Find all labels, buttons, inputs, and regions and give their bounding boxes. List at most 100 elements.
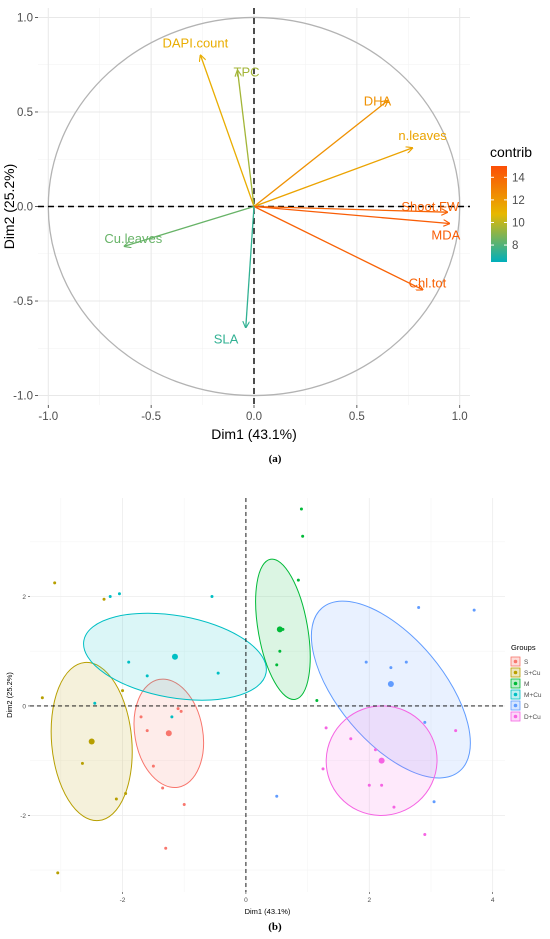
point-m-cu: [108, 595, 112, 598]
point-d-cu: [349, 737, 353, 741]
arrow-tpc: [238, 70, 255, 207]
legend-label-m-cu: M+Cu: [524, 692, 542, 699]
point-s-cu: [80, 761, 84, 765]
variable-label-chl-tot: Chl.tot: [409, 276, 447, 291]
variable-label-dha: DHA: [364, 94, 392, 109]
legend-tick-label: 12: [512, 195, 525, 207]
point-m-cu: [93, 701, 97, 705]
variable-label-cu-leaves: Cu.leaves: [104, 231, 162, 246]
legend-tick-label: 10: [512, 217, 525, 229]
arrow-chl-tot: [253, 205, 423, 290]
arrow-sla: [246, 206, 255, 328]
point-m-cu: [117, 592, 121, 596]
x-tick-label: -2: [120, 897, 126, 904]
y-tick-label: -2: [20, 813, 26, 820]
point-m-cu: [210, 595, 214, 598]
point-d: [389, 666, 393, 670]
x-tick-label: 4: [491, 897, 495, 904]
point-d: [275, 794, 279, 798]
point-s-cu: [56, 871, 60, 875]
point-m-cu: [127, 660, 131, 664]
point-m: [315, 698, 319, 702]
y-tick-label: 1.0: [17, 12, 33, 24]
x-tick-label: 0.5: [349, 411, 365, 423]
point-d: [417, 605, 421, 609]
point-s-cu: [53, 581, 57, 585]
legend-label-m: M: [524, 681, 529, 688]
centroid-s-cu: [88, 738, 95, 745]
point-d-cu: [321, 767, 325, 771]
centroid-s: [165, 730, 172, 737]
point-s: [145, 729, 149, 733]
panel-label-b: (b): [268, 921, 282, 933]
point-s: [139, 715, 143, 719]
point-d-cu: [324, 726, 328, 730]
point-m-cu: [145, 674, 149, 678]
legend-key-dot-m-cu: [513, 692, 518, 697]
y-tick-label: 0: [22, 703, 26, 710]
pca-individuals-chart: -2 0 2 4 -2 0 2 Dim1 (43.1%) Dim2 (25.2%) Groups S…: [5, 498, 542, 933]
point-m: [296, 578, 300, 582]
point-s-cu: [102, 597, 106, 601]
point-s: [164, 846, 168, 850]
x-tick-label: 2: [367, 897, 371, 904]
point-d: [432, 800, 436, 804]
point-m: [278, 649, 282, 653]
x-axis-title: Dim1 (43.1%): [245, 907, 291, 916]
centroid-m-cu: [171, 653, 178, 660]
y-axis-title: Dim2 (25.2%): [1, 164, 17, 250]
point-d: [423, 720, 427, 724]
y-tick-label: 2: [22, 594, 26, 601]
centroid-d-cu: [378, 757, 385, 764]
x-tick-label: 1.0: [452, 411, 468, 423]
legend-key-dot-m: [513, 681, 518, 686]
point-d-cu: [373, 748, 377, 752]
variable-label-shoot-fw: Shoot.FW: [401, 199, 460, 214]
legend-key-dot-s-cu: [513, 670, 518, 675]
point-s: [151, 764, 155, 768]
point-s-cu: [40, 696, 44, 700]
legend-title: Groups: [511, 643, 536, 652]
point-d: [472, 608, 476, 612]
y-tick-label: 0.0: [17, 202, 33, 214]
point-d-cu: [392, 805, 396, 809]
point-m-cu: [170, 715, 174, 719]
y-tick-label: -1.0: [13, 391, 33, 403]
arrow-n-leaves: [253, 148, 412, 208]
point-d-cu: [380, 783, 384, 787]
point-m: [275, 663, 279, 667]
legend-tick-label: 14: [512, 172, 525, 184]
point-m: [301, 534, 305, 538]
x-tick-label: -0.5: [141, 411, 161, 423]
point-s-cu: [124, 792, 128, 795]
arrow-dha: [253, 101, 388, 208]
point-d-cu: [423, 833, 427, 837]
centroid-d: [387, 681, 394, 688]
point-s: [182, 802, 186, 806]
point-m-cu: [216, 671, 220, 675]
x-axis-title: Dim1 (43.1%): [211, 426, 297, 442]
legend-label-d: D: [524, 703, 529, 710]
point-s: [176, 707, 180, 711]
plot-panel: [30, 498, 505, 892]
legend-tick-label: 8: [512, 240, 518, 252]
centroid-m: [276, 626, 283, 633]
legend-key-dot-d: [513, 703, 518, 708]
arrow-cu-leaves: [124, 205, 255, 247]
x-tick-label: -1.0: [38, 411, 58, 423]
variable-label-tpc: TPC: [234, 64, 260, 79]
y-tick-label: 0.5: [17, 107, 33, 119]
point-d: [404, 660, 408, 664]
arrow-shoot-fw: [253, 205, 447, 213]
legend-label-s-cu: S+Cu: [524, 670, 541, 677]
legend-label-s: S: [524, 659, 529, 666]
legend-label-d-cu: D+Cu: [524, 714, 541, 721]
point-s: [161, 786, 165, 790]
variable-label-sla: SLA: [214, 331, 239, 346]
point-d-cu: [367, 783, 371, 787]
point-s: [179, 709, 183, 713]
point-s-cu: [121, 689, 125, 693]
legend-key-dot-s: [513, 659, 518, 664]
pca-variables-chart: DAPI.count TPC DHA n.leaves Shoot.FW MDA Chl.t…: [1, 8, 532, 465]
